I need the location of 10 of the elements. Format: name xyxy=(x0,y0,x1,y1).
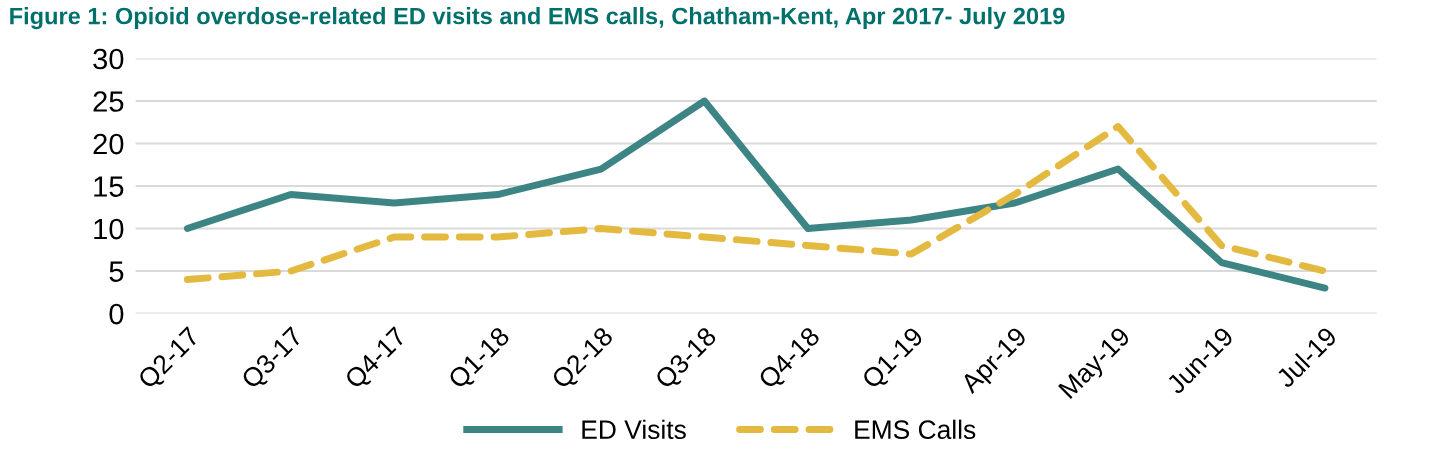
legend-label: ED Visits xyxy=(582,419,686,440)
y-tick-label: 30 xyxy=(93,48,124,70)
legend-label: EMS Calls xyxy=(855,419,976,440)
chart-title: Figure 1: Opioid overdose-related ED visits and EMS calls, Chatham-Kent, Apr 2017- July 2019 xyxy=(10,7,1065,30)
y-tick-label: 20 xyxy=(93,133,124,155)
y-tick-label: 15 xyxy=(94,176,124,197)
y-tick-label: 0 xyxy=(109,303,124,325)
y-tick-label: 5 xyxy=(109,261,124,282)
y-tick-label: 25 xyxy=(93,91,124,112)
y-tick-label: 10 xyxy=(94,218,124,240)
